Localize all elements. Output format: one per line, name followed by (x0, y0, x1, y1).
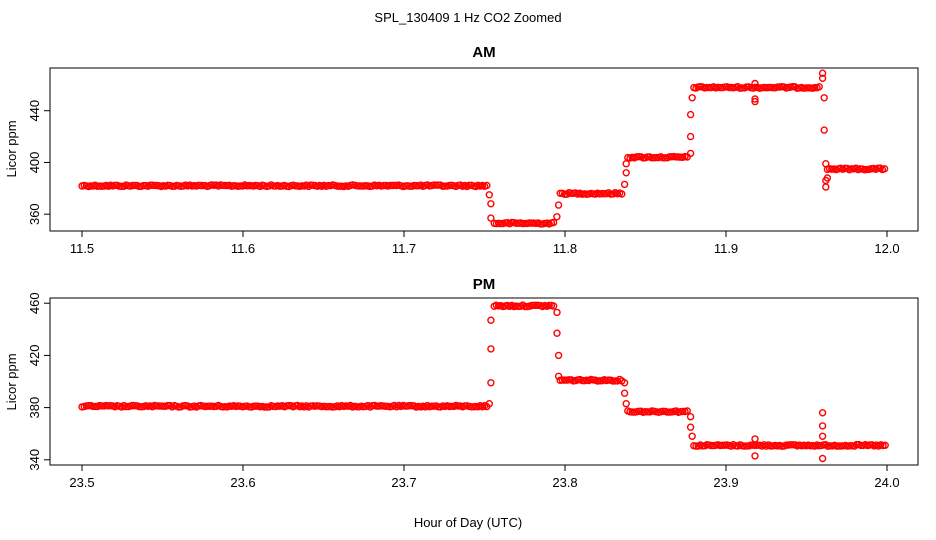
pm-level-1-point (532, 301, 540, 309)
pm-y-tick-label-0: 340 (27, 449, 42, 471)
pm-x-tick-label-4: 23.9 (713, 475, 738, 490)
pm-outlier-point-8 (620, 379, 629, 387)
am-y-axis-label: Licor ppm (4, 120, 19, 177)
pm-outlier-point-14 (751, 435, 759, 443)
pm-x-tick-label-1: 23.6 (230, 475, 255, 490)
pm-outlier-point-17 (818, 422, 827, 430)
am-y-axis: 360 400 440 (27, 100, 50, 225)
am-panel: AM Licor ppm 11.5 11.6 11.7 11.8 11.9 12.0 36… (4, 44, 919, 256)
am-outlier-point-7 (622, 159, 630, 168)
am-outlier-point-9 (686, 132, 695, 141)
pm-x-tick-label-3: 23.8 (552, 475, 577, 490)
pm-outlier-point-7 (554, 372, 563, 380)
am-outlier-point-13 (751, 95, 759, 103)
am-outlier-point-0 (485, 191, 493, 199)
am-x-tick-label-2: 11.7 (392, 241, 416, 256)
pm-plot-frame (49, 297, 919, 466)
pm-outlier-point-19 (818, 454, 827, 463)
pm-outlier-point-10 (622, 400, 630, 408)
am-plot-frame (49, 67, 919, 232)
pm-y-tick-label-2: 420 (27, 345, 42, 367)
am-outlier-point-18 (820, 126, 828, 134)
am-level-2-point (556, 189, 564, 198)
am-x-tick-label-3: 11.8 (553, 241, 577, 256)
pm-outlier-point-12 (686, 423, 695, 431)
am-level-1-point (549, 218, 558, 227)
am-level-5-point (880, 165, 889, 173)
pm-x-tick-label-5: 24.0 (874, 475, 899, 490)
pm-x-tick-label-2: 23.7 (391, 475, 416, 490)
am-outlier-point-5 (620, 180, 629, 189)
pm-level-4-point (786, 441, 795, 449)
am-level-3-point (659, 154, 667, 162)
pm-outlier-point-3 (487, 316, 495, 324)
am-x-tick-label-0: 11.5 (70, 241, 94, 256)
am-data-points (78, 69, 889, 228)
am-outlier-point-1 (487, 200, 495, 208)
am-level-2-point (618, 190, 626, 198)
am-level-0-point (432, 181, 440, 189)
am-outlier-point-4 (554, 201, 563, 209)
am-level-2-point (560, 190, 569, 198)
am-outlier-point-3 (553, 213, 561, 221)
pm-outlier-point-13 (688, 432, 696, 440)
am-outlier-point-16 (818, 74, 827, 83)
am-y-tick-label-0: 360 (27, 203, 42, 225)
am-outlier-point-10 (686, 110, 695, 119)
pm-outlier-point-4 (553, 308, 561, 317)
am-y-tick-label-1: 400 (27, 152, 42, 174)
pm-x-axis: 23.5 23.6 23.7 23.8 23.9 24.0 (69, 465, 900, 490)
pm-outlier-point-11 (686, 413, 695, 421)
am-x-axis: 11.5 11.6 11.7 11.8 11.9 12.0 (70, 231, 900, 256)
am-outlier-point-19 (822, 159, 830, 168)
pm-outlier-point-6 (554, 351, 563, 360)
pm-y-tick-label-1: 380 (27, 397, 42, 419)
am-x-tick-label-5: 12.0 (874, 241, 899, 256)
am-outlier-point-2 (487, 214, 495, 222)
am-outlier-point-6 (622, 169, 630, 177)
am-x-tick-label-1: 11.6 (231, 241, 255, 256)
am-outlier-point-15 (818, 69, 827, 77)
am-x-tick-label-4: 11.9 (714, 241, 738, 256)
am-outlier-point-8 (686, 149, 695, 158)
pm-level-1-point (549, 302, 558, 310)
pm-data-points (78, 301, 889, 463)
am-level-0-point (434, 181, 443, 189)
am-y-tick-label-2: 440 (27, 100, 42, 122)
pm-outlier-point-18 (818, 432, 827, 440)
pm-outlier-point-2 (487, 345, 495, 353)
am-outlier-point-11 (688, 94, 696, 102)
am-outlier-point-12 (751, 79, 759, 88)
pm-y-axis: 340 380 420 460 (27, 292, 50, 471)
am-level-4-point (815, 83, 823, 91)
am-panel-title: AM (472, 44, 495, 61)
figure-title: SPL_130409 1 Hz CO2 Zoomed (374, 10, 561, 25)
am-level-4-point (738, 84, 746, 92)
am-outlier-point-14 (751, 97, 759, 106)
pm-panel: PM Licor ppm 23.5 23.6 23.7 23.8 23.9 24.0 34… (4, 276, 919, 490)
pm-outlier-point-16 (818, 409, 827, 417)
am-level-0-point (465, 181, 473, 190)
pm-outlier-point-9 (620, 389, 629, 397)
pm-panel-title: PM (473, 276, 496, 293)
am-level-0-point (111, 181, 119, 190)
pm-level-0-point (122, 402, 130, 411)
pm-y-axis-label: Licor ppm (4, 353, 19, 410)
pm-level-3-point (683, 407, 691, 415)
pm-y-tick-label-3: 460 (27, 292, 42, 314)
pm-level-4-point (881, 441, 889, 449)
pm-outlier-point-5 (553, 329, 561, 337)
am-outlier-point-17 (820, 94, 828, 102)
pm-outlier-point-15 (751, 452, 759, 460)
pm-level-0-point (260, 403, 269, 411)
pm-outlier-point-1 (487, 379, 495, 387)
am-level-0-point (483, 181, 491, 190)
x-axis-label: Hour of Day (UTC) (414, 515, 522, 530)
pm-x-tick-label-0: 23.5 (69, 475, 94, 490)
pm-outlier-point-0 (485, 400, 493, 408)
am-outlier-point-21 (822, 183, 830, 191)
am-outlier-point-22 (823, 174, 832, 182)
